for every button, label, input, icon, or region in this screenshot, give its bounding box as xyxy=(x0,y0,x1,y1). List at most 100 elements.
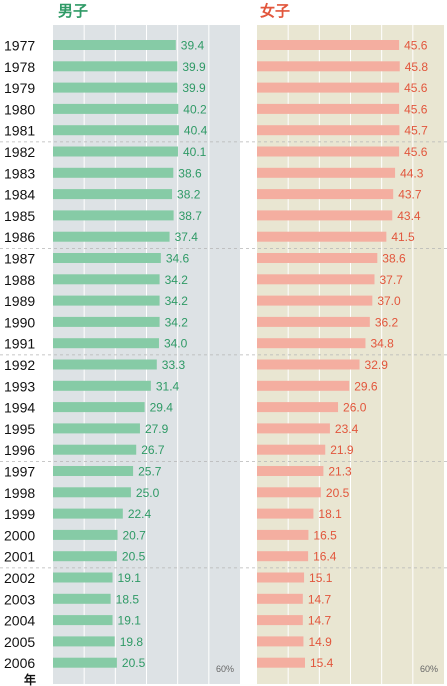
male-bar-1986 xyxy=(53,231,170,242)
male-value-label-1999: 22.4 xyxy=(128,507,152,521)
male-value-label-1988: 34.2 xyxy=(165,273,189,287)
male-value-label-1982: 40.1 xyxy=(183,145,207,159)
female-value-label-1978: 45.8 xyxy=(405,60,429,74)
year-label-1997: 1997 xyxy=(4,464,35,480)
year-label-2006: 2006 xyxy=(4,655,35,671)
male-bar-1994 xyxy=(53,402,145,413)
year-label-2000: 2000 xyxy=(4,527,35,543)
female-value-label-1984: 43.7 xyxy=(398,188,422,202)
female-value-label-1989: 37.0 xyxy=(377,294,401,308)
male-value-label-1977: 39.4 xyxy=(181,39,205,53)
male-value-label-1984: 38.2 xyxy=(177,188,201,202)
female-bar-2004 xyxy=(257,615,303,626)
year-label-1980: 1980 xyxy=(4,101,35,117)
male-bar-1984 xyxy=(53,189,173,200)
year-label-2002: 2002 xyxy=(4,570,35,586)
male-bar-1988 xyxy=(53,274,160,285)
female-value-label-2000: 16.5 xyxy=(313,528,337,542)
year-label-1991: 1991 xyxy=(4,336,35,352)
female-bar-1981 xyxy=(257,125,400,136)
male-bar-1980 xyxy=(53,103,179,114)
male-value-label-2003: 18.5 xyxy=(116,592,140,606)
male-bar-1996 xyxy=(53,444,137,455)
female-bar-1978 xyxy=(257,61,400,72)
female-bar-1988 xyxy=(257,274,375,285)
male-bar-2003 xyxy=(53,593,111,604)
male-bar-1995 xyxy=(53,423,140,434)
year-label-1995: 1995 xyxy=(4,421,35,437)
female-value-label-1988: 37.7 xyxy=(379,273,403,287)
year-label-1984: 1984 xyxy=(4,187,35,203)
female-value-label-1981: 45.7 xyxy=(404,124,428,138)
female-bar-1987 xyxy=(257,253,378,263)
female-bar-1983 xyxy=(257,167,396,178)
year-label-1989: 1989 xyxy=(4,293,35,309)
female-value-label-1991: 34.8 xyxy=(370,337,394,351)
year-unit-label: 年 xyxy=(24,672,36,686)
year-label-1982: 1982 xyxy=(4,144,35,160)
female-value-label-1992: 32.9 xyxy=(365,358,389,372)
female-bar-1997 xyxy=(257,466,324,476)
female-value-label-1999: 18.1 xyxy=(318,507,342,521)
male-value-label-2001: 20.5 xyxy=(122,550,146,564)
year-label-1979: 1979 xyxy=(4,80,35,96)
female-bar-1982 xyxy=(257,146,400,157)
male-value-label-2006: 20.5 xyxy=(122,656,146,670)
male-value-label-2004: 19.1 xyxy=(118,614,142,628)
female-bar-1998 xyxy=(257,487,321,498)
year-label-1990: 1990 xyxy=(4,314,35,330)
female-bar-1979 xyxy=(257,82,400,93)
female-bar-1999 xyxy=(257,508,314,519)
male-bar-2001 xyxy=(53,551,117,562)
male-value-label-1987: 34.6 xyxy=(166,252,190,266)
male-value-label-1979: 39.9 xyxy=(182,81,206,95)
male-value-label-2005: 19.8 xyxy=(120,635,144,649)
female-value-label-1997: 21.3 xyxy=(328,465,352,479)
male-bar-1997 xyxy=(53,466,134,476)
female-bar-1993 xyxy=(257,380,350,391)
year-label-1978: 1978 xyxy=(4,59,35,75)
female-bar-1980 xyxy=(257,103,400,114)
year-label-1987: 1987 xyxy=(4,251,35,267)
male-value-label-1993: 31.4 xyxy=(156,379,180,393)
male-value-label-1989: 34.2 xyxy=(165,294,189,308)
female-axis-max-label: 60% xyxy=(420,664,438,674)
year-label-1981: 1981 xyxy=(4,123,35,139)
male-bar-1992 xyxy=(53,359,157,370)
year-label-1992: 1992 xyxy=(4,357,35,373)
male-value-label-1992: 33.3 xyxy=(162,358,186,372)
year-label-2004: 2004 xyxy=(4,613,35,629)
male-bar-1999 xyxy=(53,508,123,519)
male-bar-1985 xyxy=(53,210,174,221)
female-value-label-1996: 21.9 xyxy=(330,443,354,457)
male-bar-1998 xyxy=(53,487,131,498)
female-bar-2001 xyxy=(257,551,309,562)
female-value-label-1993: 29.6 xyxy=(354,379,378,393)
female-value-label-1995: 23.4 xyxy=(335,422,359,436)
male-bar-2006 xyxy=(53,657,117,668)
female-value-label-1980: 45.6 xyxy=(404,102,428,116)
male-value-label-1981: 40.4 xyxy=(184,124,208,138)
male-value-label-2000: 20.7 xyxy=(123,528,147,542)
female-bar-2002 xyxy=(257,572,305,583)
male-bar-1993 xyxy=(53,380,151,391)
female-value-label-2003: 14.7 xyxy=(308,592,332,606)
year-label-2001: 2001 xyxy=(4,549,35,565)
female-bar-1994 xyxy=(257,402,339,413)
female-panel-title: 女子 xyxy=(260,2,290,20)
female-bar-2005 xyxy=(257,636,304,647)
male-bar-1982 xyxy=(53,146,178,157)
female-bar-1977 xyxy=(257,40,400,50)
male-bar-1977 xyxy=(53,40,176,50)
year-label-1986: 1986 xyxy=(4,229,35,245)
year-label-2003: 2003 xyxy=(4,591,35,607)
female-value-label-1994: 26.0 xyxy=(343,401,367,415)
male-value-label-1995: 27.9 xyxy=(145,422,169,436)
male-bar-1983 xyxy=(53,167,174,178)
male-bar-1979 xyxy=(53,82,178,93)
male-bar-2005 xyxy=(53,636,115,647)
female-value-label-1985: 43.4 xyxy=(397,209,421,223)
male-bar-2004 xyxy=(53,615,113,626)
year-label-1998: 1998 xyxy=(4,485,35,501)
year-label-1988: 1988 xyxy=(4,272,35,288)
